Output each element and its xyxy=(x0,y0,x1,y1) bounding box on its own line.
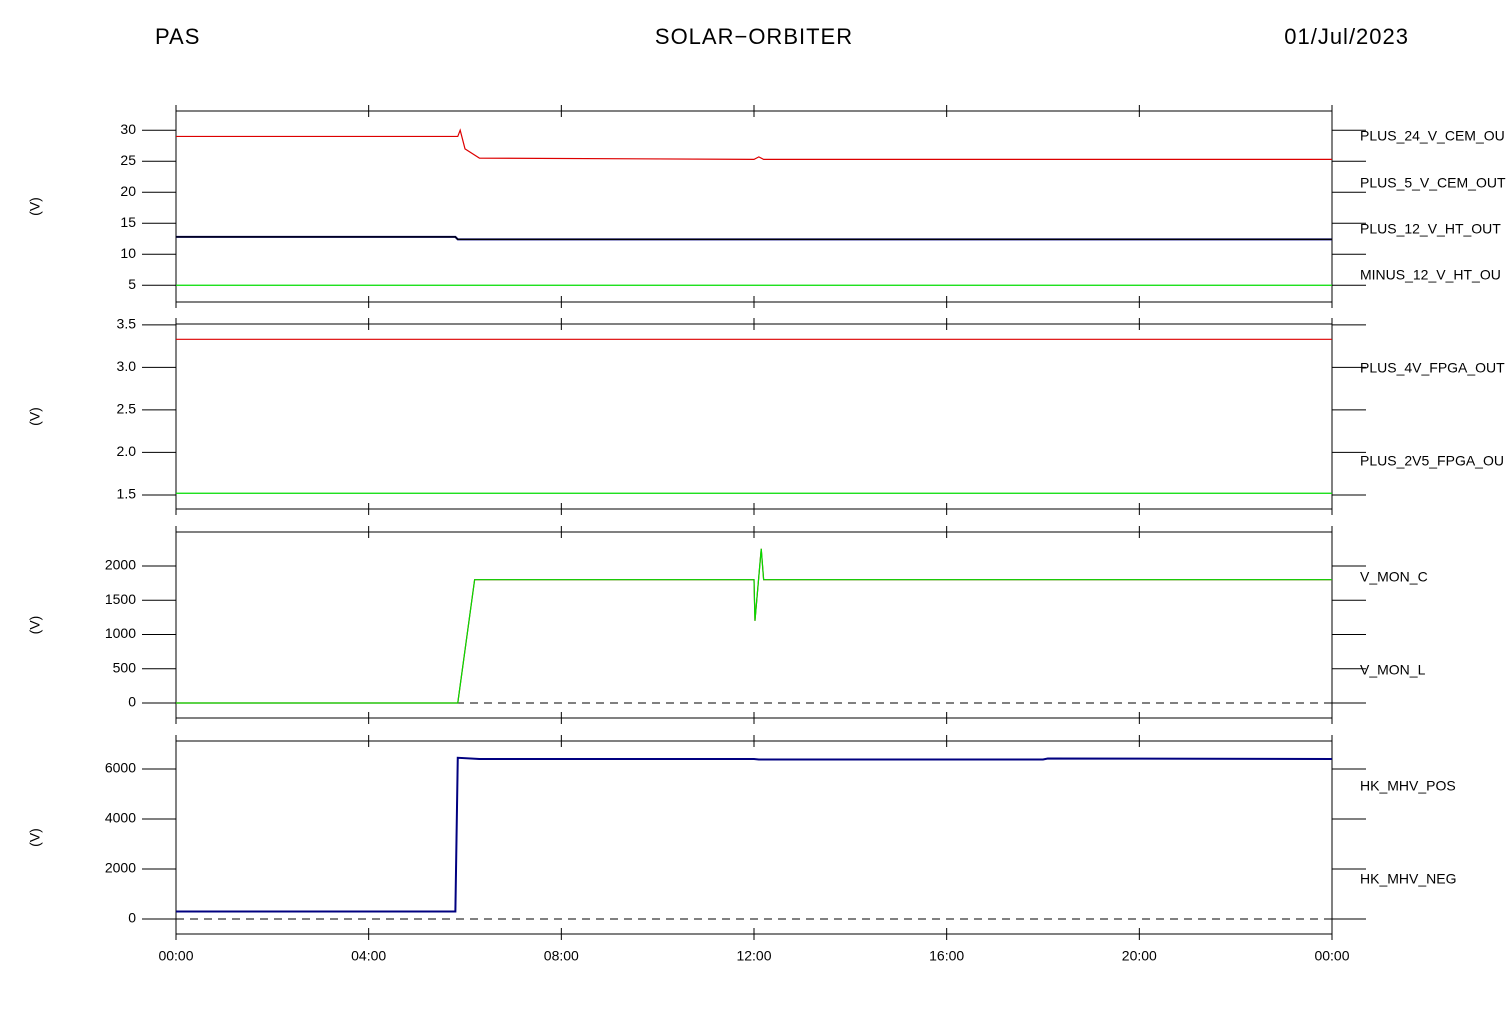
x-tick-label: 08:00 xyxy=(544,948,579,964)
y-tick-label: 0 xyxy=(128,910,136,926)
legend-label: PLUS_12_V_HT_OUT xyxy=(1360,221,1501,237)
legend-label: HK_MHV_POS xyxy=(1360,778,1456,794)
y-tick-label: 2.5 xyxy=(117,401,137,417)
y-tick-label: 4000 xyxy=(105,810,136,826)
series-line xyxy=(176,756,1333,913)
y-tick-label: 1500 xyxy=(105,591,136,607)
y-tick-label: 30 xyxy=(120,121,136,137)
legend-label: PLUS_4V_FPGA_OUT xyxy=(1360,360,1505,376)
chart-title: SOLAR−ORBITER xyxy=(655,24,853,49)
y-tick-label: 10 xyxy=(120,245,136,261)
y-tick-label: 6000 xyxy=(105,760,136,776)
series-line xyxy=(176,548,1332,704)
y-tick-label: 0 xyxy=(128,694,136,710)
legend-label: HK_MHV_NEG xyxy=(1360,871,1456,887)
x-tick-label: 20:00 xyxy=(1122,948,1157,964)
legend-label: V_MON_C xyxy=(1360,569,1428,585)
y-axis-label: (V) xyxy=(27,197,43,216)
plot-frame xyxy=(175,740,1333,935)
y-tick-label: 15 xyxy=(120,214,136,230)
x-tick-label: 00:00 xyxy=(158,948,193,964)
legend-label: PLUS_24_V_CEM_OU xyxy=(1360,128,1505,144)
x-tick-label: 16:00 xyxy=(929,948,964,964)
y-tick-label: 500 xyxy=(113,659,137,675)
legend-label: MINUS_12_V_HT_OU xyxy=(1360,267,1501,283)
plot-frame xyxy=(175,110,1333,303)
y-axis-label: (V) xyxy=(27,616,43,635)
date: 01/Jul/2023 xyxy=(1284,24,1409,49)
plot-frame xyxy=(175,323,1333,510)
series-line xyxy=(176,548,1332,704)
series-line xyxy=(176,128,1332,160)
y-tick-label: 2.0 xyxy=(117,443,137,459)
y-axis-label: (V) xyxy=(27,407,43,426)
y-tick-label: 1.5 xyxy=(117,486,137,502)
y-tick-label: 3.5 xyxy=(117,316,137,332)
legend-label: V_MON_L xyxy=(1360,662,1426,678)
legend-label: PLUS_5_V_CEM_OUT xyxy=(1360,175,1506,191)
y-tick-label: 2000 xyxy=(105,860,136,876)
y-axis-label: (V) xyxy=(27,828,43,847)
plot-frame xyxy=(175,531,1333,719)
y-tick-label: 3.0 xyxy=(117,358,137,374)
y-tick-label: 1000 xyxy=(105,625,136,641)
x-tick-label: 12:00 xyxy=(736,948,771,964)
y-tick-label: 5 xyxy=(128,276,136,292)
series-line xyxy=(176,757,1333,913)
y-tick-label: 25 xyxy=(120,152,136,168)
y-tick-label: 20 xyxy=(120,183,136,199)
legend-label: PLUS_2V5_FPGA_OU xyxy=(1360,453,1504,469)
y-tick-label: 2000 xyxy=(105,557,136,573)
x-tick-label: 04:00 xyxy=(351,948,386,964)
series-line xyxy=(176,236,1332,240)
instrument: PAS xyxy=(155,24,200,49)
x-tick-label: 00:00 xyxy=(1314,948,1349,964)
